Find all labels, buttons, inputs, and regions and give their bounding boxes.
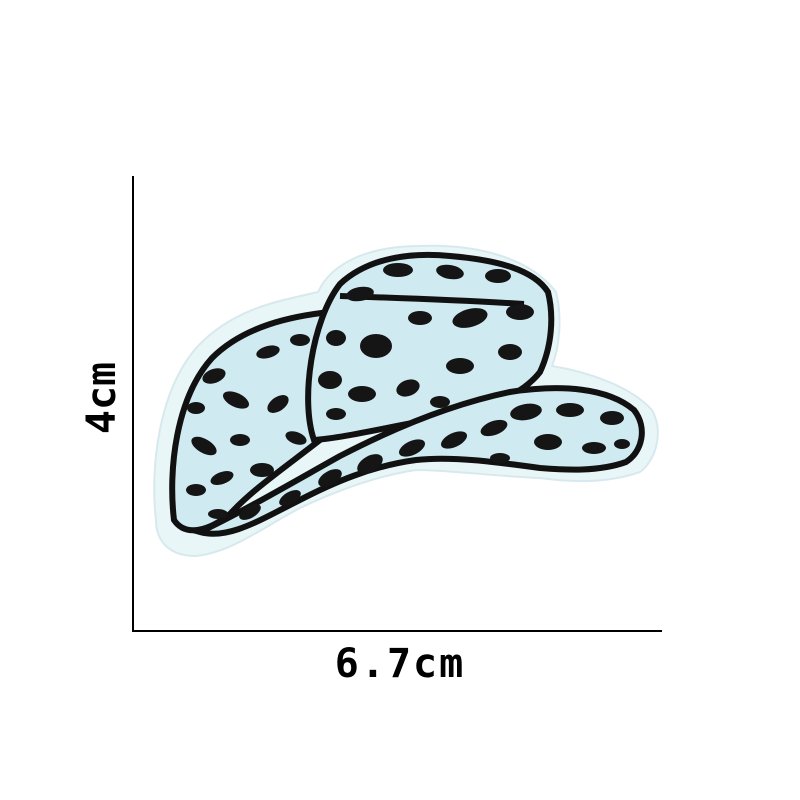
width-label: 6.7cm bbox=[334, 641, 466, 687]
height-dimension-line bbox=[132, 176, 134, 632]
width-dimension-line bbox=[132, 630, 662, 632]
hat-brim-front bbox=[191, 385, 645, 537]
brim-spots bbox=[239, 403, 630, 520]
leopard-spots bbox=[186, 334, 310, 519]
crown-spots bbox=[318, 263, 534, 420]
